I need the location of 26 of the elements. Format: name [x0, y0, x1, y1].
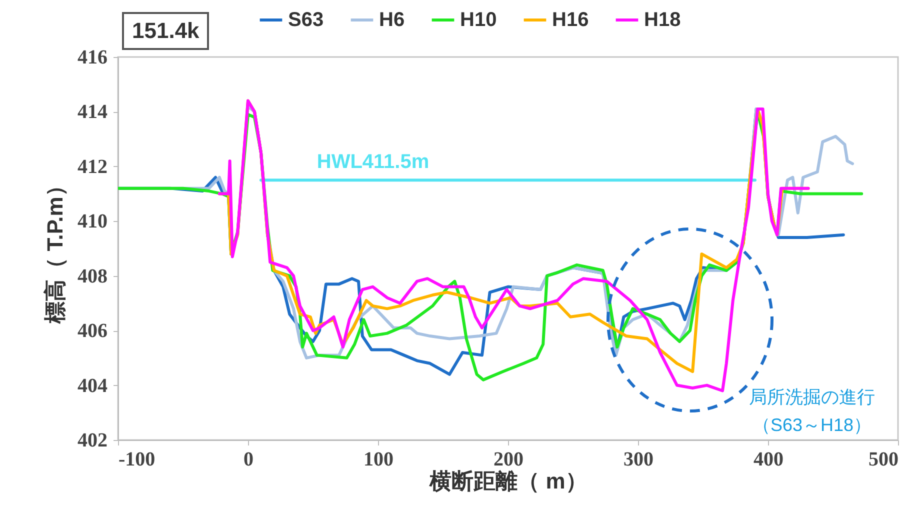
x-axis-title: 横断距離（ m）: [428, 468, 588, 494]
legend-label: H18: [644, 9, 681, 31]
y-tick-label: 410: [78, 210, 108, 233]
legend-label: H10: [460, 9, 497, 31]
y-tick-label: 404: [78, 374, 108, 397]
y-tick-label: 406: [78, 320, 108, 342]
y-axis-title: 標高（ T.P.m）: [42, 174, 68, 324]
x-tick-label: 400: [754, 448, 784, 470]
y-tick-label: 408: [78, 265, 108, 288]
x-tick-label: 100: [364, 448, 394, 470]
x-tick-label: -100: [118, 448, 156, 470]
legend-label: S63: [288, 9, 324, 31]
x-tick-label: 200: [494, 448, 524, 470]
x-tick-label: 500: [868, 448, 898, 470]
y-tick-label: 412: [78, 156, 108, 178]
x-tick-label: 0: [244, 448, 254, 470]
y-tick-label: 414: [78, 101, 108, 124]
annotation: HWL411.5m: [316, 151, 430, 173]
chart-title: 151.4k: [122, 12, 210, 50]
legend-label: H6: [379, 9, 405, 31]
annotation: 局所洗掘の進行: [749, 387, 875, 407]
x-tick-label: 300: [624, 448, 654, 470]
y-tick-label: 416: [78, 46, 108, 68]
y-tick-label: 402: [78, 430, 108, 452]
legend-label: H16: [552, 9, 589, 31]
annotation: （S63～H18）: [752, 415, 872, 435]
